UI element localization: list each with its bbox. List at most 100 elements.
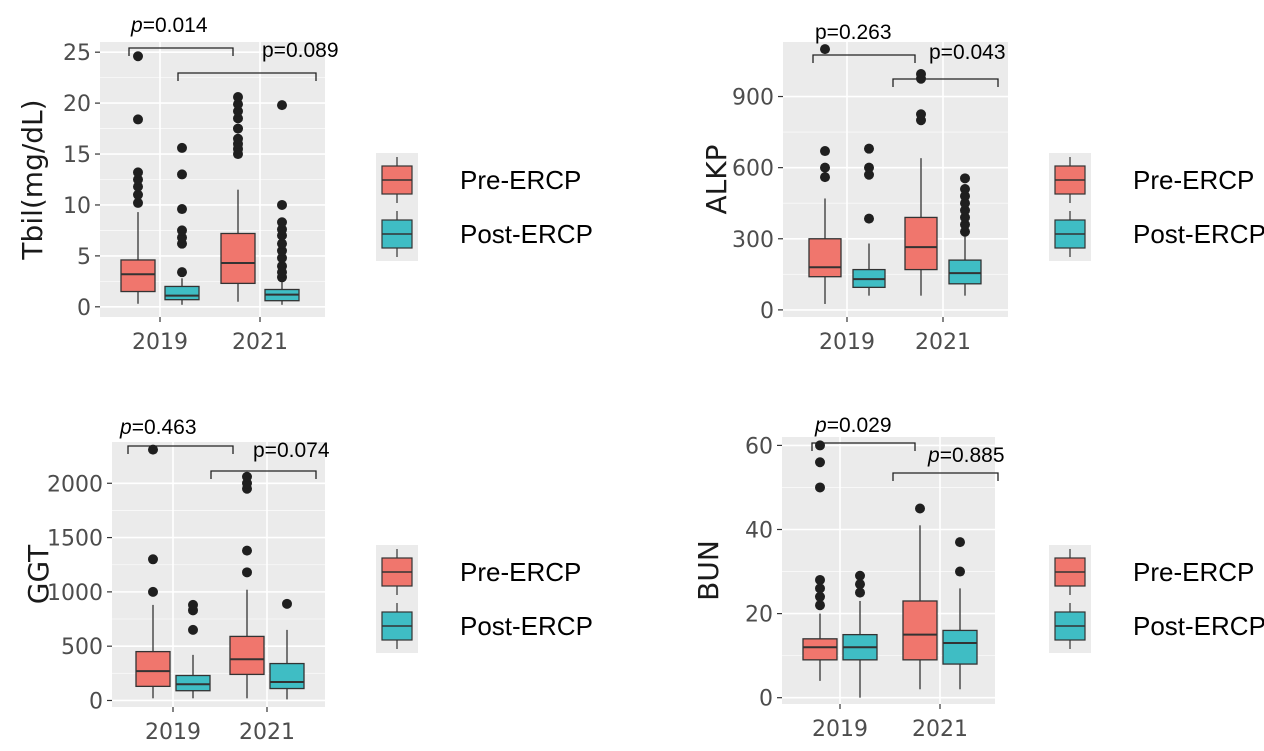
significance-bracket [892, 472, 999, 481]
x-tick-label: 2019 [819, 330, 875, 355]
y-tick-label: 0 [759, 687, 773, 712]
y-tick-label: 300 [732, 228, 774, 253]
outlier-point [233, 92, 243, 102]
y-tick-label: 20 [745, 603, 773, 628]
outlier-point [233, 99, 243, 110]
box-post-ercp-2021 [948, 259, 982, 285]
outlier-point [277, 224, 287, 235]
significance-bracket [811, 442, 916, 451]
outlier-point [955, 566, 965, 577]
outlier-point [277, 252, 287, 263]
box-pre-ercp-2021 [904, 216, 938, 271]
y-axis-label: GGT [22, 544, 55, 604]
outlier-point [233, 106, 243, 117]
outlier-point [277, 261, 287, 272]
box-pre-ercp-2021 [902, 600, 938, 661]
outlier-point [188, 624, 198, 635]
y-tick-label: 15 [63, 143, 91, 168]
legend-label-post-ercp: Post-ERCP [1133, 611, 1264, 641]
y-axis-label: BUN [692, 540, 725, 601]
p-value-label: p=0.014 [130, 14, 208, 37]
outlier-point [960, 226, 970, 237]
box-pre-ercp-2019 [808, 238, 842, 278]
outlier-point [133, 174, 143, 185]
y-tick-label: 60 [745, 434, 773, 459]
outlier-point [133, 197, 143, 208]
y-tick-label: 600 [732, 157, 774, 182]
box-post-ercp-2019 [175, 674, 211, 692]
y-tick-label: 20 [63, 92, 91, 117]
outlier-point [864, 143, 874, 154]
outlier-point [277, 217, 287, 228]
x-tick-label: 2019 [812, 717, 868, 742]
box-post-ercp-2021 [942, 629, 978, 665]
x-tick-label: 2021 [915, 330, 971, 355]
outlier-point [277, 238, 287, 249]
significance-bracket [177, 72, 317, 81]
legend-label-pre-ercp: Pre-ERCP [1133, 557, 1254, 587]
y-tick-label: 40 [745, 519, 773, 544]
significance-bracket [892, 78, 999, 87]
outlier-point [864, 213, 874, 224]
outlier-point [820, 172, 830, 183]
p-value-label: p=0.263 [815, 21, 892, 44]
x-tick-label: 2019 [145, 720, 201, 745]
outlier-point [855, 579, 865, 590]
y-tick-label: 900 [732, 86, 774, 111]
legend-label-pre-ercp: Pre-ERCP [460, 557, 581, 587]
x-tick-label: 2019 [132, 330, 188, 355]
outlier-point [177, 142, 187, 153]
outlier-point [177, 169, 187, 180]
x-tick-label: 2021 [912, 717, 968, 742]
y-tick-label: 25 [63, 41, 91, 66]
outlier-point [815, 440, 825, 451]
box-pre-ercp-2019 [802, 638, 838, 661]
outlier-point [916, 109, 926, 120]
outlier-point [960, 198, 970, 209]
legend-label-post-ercp: Post-ERCP [1133, 219, 1264, 249]
outlier-point [133, 189, 143, 200]
legend-label-post-ercp: Post-ERCP [460, 219, 593, 249]
y-tick-label: 0 [77, 296, 91, 321]
outlier-point [815, 583, 825, 594]
p-value-label: p=0.074 [253, 439, 330, 462]
box-pre-ercp-2021 [229, 635, 265, 676]
outlier-point [188, 599, 198, 610]
outlier-point [177, 225, 187, 236]
y-tick-label: 0 [760, 299, 774, 324]
chart-panel-alkp: 0 300 600 900 2019 2021 ALKP p=0.263 p=0.043 [700, 21, 1008, 355]
outlier-point [148, 586, 158, 597]
outlier-point [133, 181, 143, 192]
outlier-point [282, 598, 292, 609]
outlier-point [855, 587, 865, 598]
p-value-label: p=0.043 [929, 41, 1006, 64]
outlier-point [233, 123, 243, 134]
outlier-point [820, 162, 830, 173]
outlier-point [133, 51, 143, 62]
outlier-point [815, 482, 825, 493]
outlier-point [242, 567, 252, 578]
outlier-point [233, 113, 243, 124]
p-value-label: p=0.089 [262, 39, 339, 62]
y-tick-label: 0 [89, 689, 103, 714]
chart-panel-bun: 0 20 40 60 2019 2021 BUN p=0.029 p=0.885 [692, 414, 1005, 742]
outlier-point [177, 232, 187, 243]
box-pre-ercp-2019 [135, 650, 171, 688]
outlier-point [277, 199, 287, 210]
outlier-point [242, 545, 252, 556]
x-tick-label: 2021 [232, 330, 288, 355]
outlier-point [242, 471, 252, 482]
outlier-point [960, 212, 970, 223]
y-tick-label: 500 [61, 635, 103, 660]
outlier-point [820, 146, 830, 157]
outlier-point [960, 173, 970, 184]
legend-label-post-ercp: Post-ERCP [460, 611, 593, 641]
outlier-point [960, 183, 970, 194]
legend: Pre-ERCP Post-ERCP [1049, 545, 1264, 653]
outlier-point [960, 205, 970, 216]
legend-label-pre-ercp: Pre-ERCP [1133, 165, 1254, 195]
outlier-point [815, 574, 825, 585]
p-value-label: p=0.885 [927, 444, 1005, 467]
y-tick-label: 1000 [47, 581, 103, 606]
y-tick-label: 1500 [47, 527, 103, 552]
